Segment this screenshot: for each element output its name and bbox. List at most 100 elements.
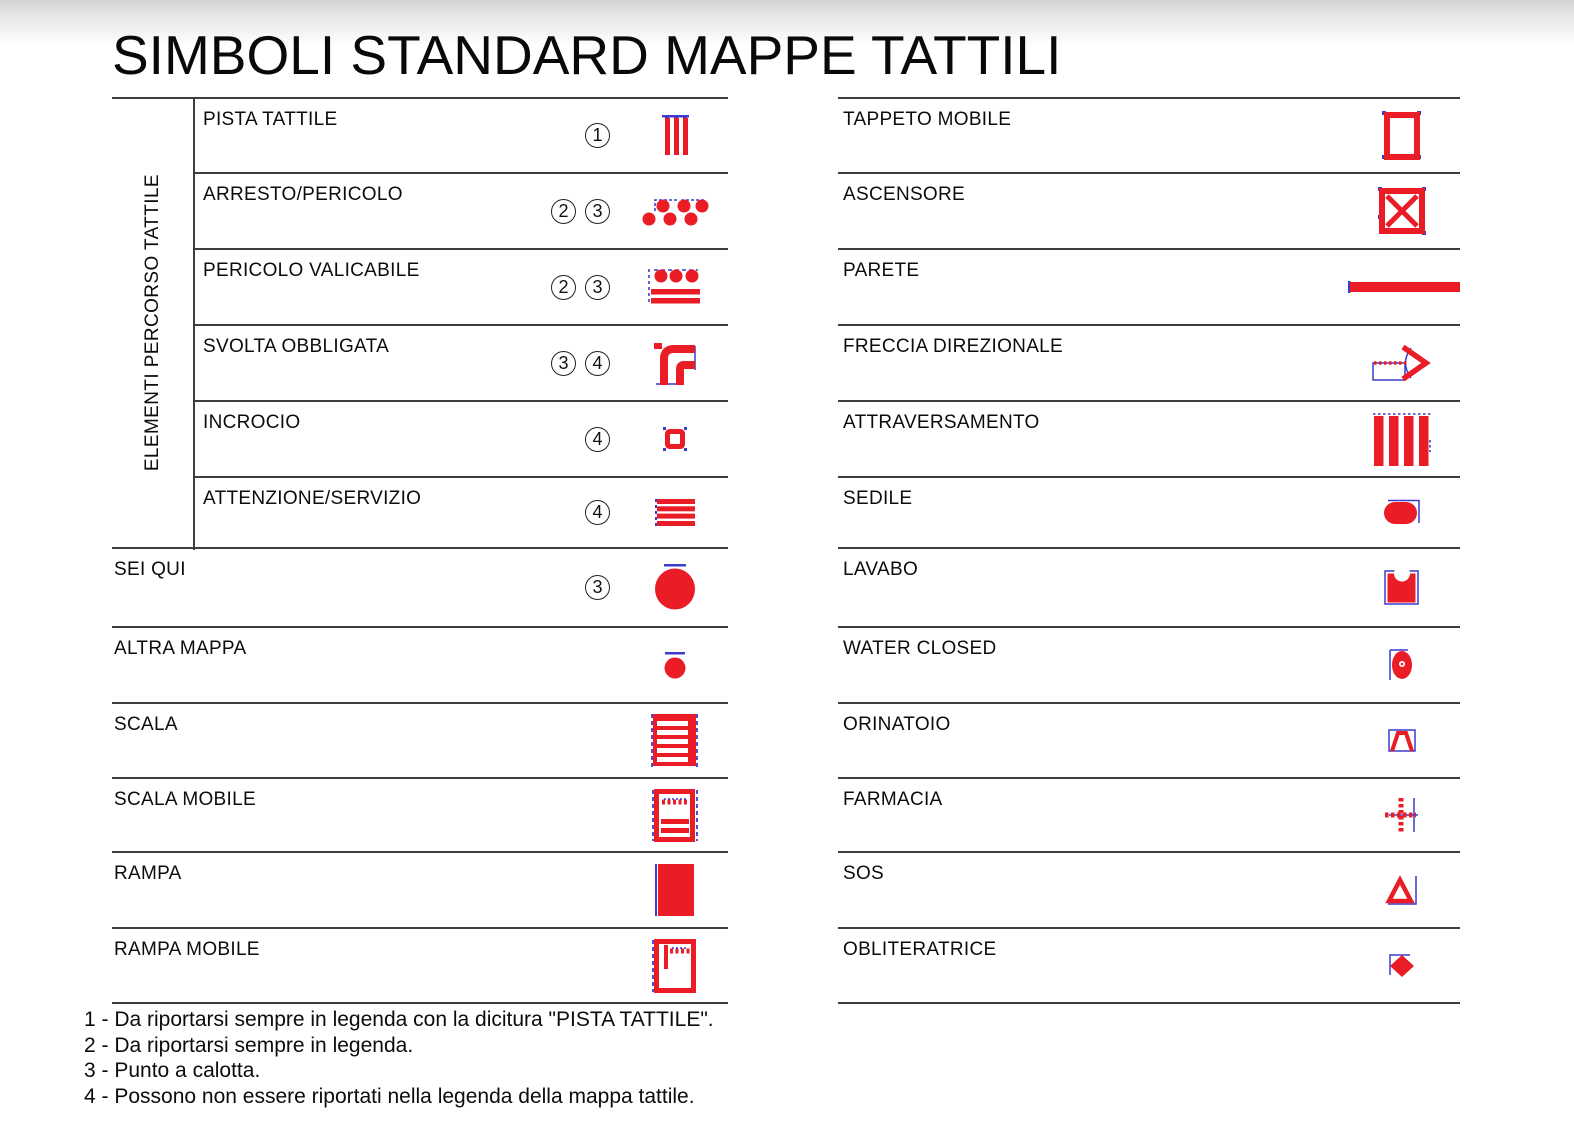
row-label: SCALA MOBILE	[114, 789, 256, 810]
note-badge: 1	[585, 123, 610, 148]
row-separator	[112, 97, 728, 99]
row-separator	[112, 626, 728, 628]
row-label: ALTRA MAPPA	[114, 638, 247, 659]
table-row: ATTENZIONE/SERVIZIO 4	[112, 476, 728, 548]
parete-icon	[1344, 249, 1460, 325]
table-row: RAMPA MOBILE	[112, 927, 728, 1003]
svolta-obbligata-icon	[628, 325, 722, 401]
table-row: FRECCIA DIREZIONALE	[838, 324, 1460, 401]
footnote-3: 3 - Punto a calotta.	[84, 1059, 261, 1082]
table-row: RAMPA	[112, 851, 728, 928]
row-label: ASCENSORE	[843, 184, 966, 205]
row-separator	[193, 400, 728, 402]
freccia-direzionale-icon	[1355, 325, 1449, 401]
note-badge: 3	[585, 274, 610, 300]
note-badge: 4	[585, 350, 610, 376]
row-separator	[193, 248, 728, 250]
row-label: TAPPETO MOBILE	[843, 109, 1012, 130]
row-separator	[838, 777, 1460, 779]
footnote-4: 4 - Possono non essere riportati nella l…	[84, 1084, 695, 1108]
incrocio-icon	[628, 401, 722, 477]
page-title: SIMBOLI STANDARD MAPPE TATTILI	[112, 24, 1062, 86]
table-row: SOS	[838, 851, 1460, 928]
ascensore-icon	[1355, 173, 1449, 249]
row-label: INCROCIO	[203, 412, 301, 433]
row-label: RAMPA	[114, 863, 182, 884]
note-badges: 3	[488, 548, 610, 627]
row-separator	[193, 172, 728, 174]
row-label: SEI QUI	[114, 559, 186, 580]
scala-icon	[628, 703, 722, 778]
footnote-1: 1 - Da riportarsi sempre in legenda con …	[84, 1008, 714, 1031]
left-symbol-table: ELEMENTI PERCORSO TATTILE PISTA TATTILE …	[112, 97, 728, 1004]
table-row: ALTRA MAPPA	[112, 626, 728, 703]
row-separator	[838, 97, 1460, 99]
row-label: ATTRAVERSAMENTO	[843, 412, 1040, 433]
row-separator	[112, 927, 728, 929]
row-label: FRECCIA DIREZIONALE	[843, 336, 1064, 357]
table-row: SEDILE	[838, 476, 1460, 548]
row-separator	[193, 476, 728, 478]
farmacia-icon	[1355, 778, 1449, 852]
table-row: ORINATOIO	[838, 702, 1460, 778]
pista-tattile-icon	[628, 98, 722, 173]
note-badges: 1	[488, 98, 610, 173]
row-label: PARETE	[843, 260, 920, 281]
row-label: WATER CLOSED	[843, 638, 997, 659]
row-separator	[838, 400, 1460, 402]
table-bottom-line	[838, 1002, 1460, 1004]
lavabo-icon	[1355, 548, 1449, 627]
rampa-mobile-icon	[628, 928, 722, 1003]
rampa-icon	[628, 852, 722, 928]
row-label: OBLITERATRICE	[843, 939, 997, 960]
row-label: SEDILE	[843, 488, 913, 509]
table-row: TAPPETO MOBILE	[838, 97, 1460, 173]
row-label: ARRESTO/PERICOLO	[203, 184, 403, 205]
right-symbol-table: TAPPETO MOBILE ASCENSORE PARETE	[838, 97, 1460, 1004]
row-label: PERICOLO VALICABILE	[203, 260, 420, 281]
tappeto-mobile-icon	[1355, 98, 1449, 173]
sedile-icon	[1355, 477, 1449, 548]
row-label: ORINATOIO	[843, 714, 951, 735]
note-badge: 3	[585, 198, 610, 224]
altra-mappa-icon	[628, 627, 722, 703]
table-row: PARETE	[838, 248, 1460, 325]
row-separator	[838, 851, 1460, 853]
sei-qui-icon	[628, 548, 722, 627]
table-row: SCALA MOBILE	[112, 777, 728, 852]
table-bottom-line	[112, 1002, 728, 1004]
table-row: INCROCIO 4	[112, 400, 728, 477]
note-badge: 2	[551, 274, 576, 300]
orinatoio-icon	[1355, 703, 1449, 778]
water-closed-icon	[1355, 627, 1449, 703]
pericolo-valicabile-icon	[628, 249, 722, 325]
row-separator	[112, 702, 728, 704]
row-separator	[838, 702, 1460, 704]
row-separator	[838, 476, 1460, 478]
row-label: ATTENZIONE/SERVIZIO	[203, 488, 422, 509]
note-badge: 2	[551, 198, 576, 224]
row-label: LAVABO	[843, 559, 919, 580]
page-top-shadow	[0, 0, 1574, 46]
obliteratrice-icon	[1355, 928, 1449, 1003]
row-separator	[838, 626, 1460, 628]
table-row: LAVABO	[838, 547, 1460, 627]
table-row: SEI QUI 3	[112, 547, 728, 627]
table-row: SCALA	[112, 702, 728, 778]
row-label: PISTA TATTILE	[203, 109, 338, 130]
row-separator	[838, 324, 1460, 326]
sos-icon	[1355, 852, 1449, 928]
table-row: PISTA TATTILE 1	[112, 97, 728, 173]
table-row: ATTRAVERSAMENTO	[838, 400, 1460, 477]
attraversamento-icon	[1355, 401, 1449, 477]
row-label: RAMPA MOBILE	[114, 939, 260, 960]
row-separator	[838, 547, 1460, 549]
table-row: WATER CLOSED	[838, 626, 1460, 703]
table-row: ASCENSORE	[838, 172, 1460, 249]
footnotes: 1 - Da riportarsi sempre in legenda con …	[84, 1007, 714, 1109]
